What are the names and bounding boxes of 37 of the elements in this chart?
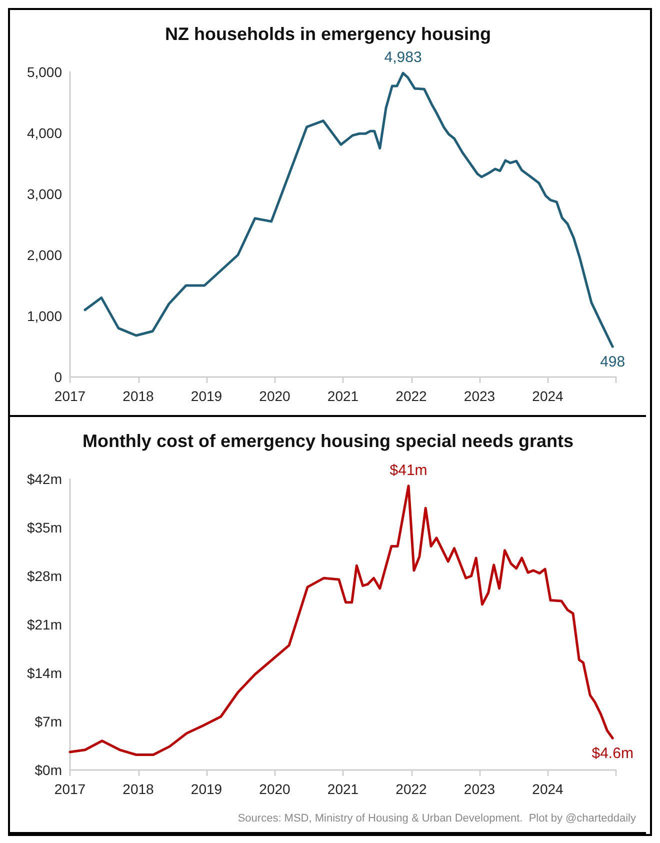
- x-tick-label: 2018: [122, 388, 154, 404]
- x-tick-label: 2022: [396, 781, 428, 797]
- y-tick-label: 4,000: [26, 125, 62, 141]
- x-tick-label: 2024: [532, 781, 564, 797]
- annotation: 498: [600, 354, 626, 371]
- y-tick-label: $28m: [26, 568, 62, 584]
- y-tick-label: $7m: [34, 714, 62, 730]
- y-tick-label: 5,000: [26, 64, 62, 80]
- x-tick-label: 2017: [54, 388, 86, 404]
- x-tick-label: 2017: [54, 781, 86, 797]
- annotation: $4.6m: [592, 745, 634, 762]
- source-note: Sources: MSD, Ministry of Housing & Urban Development. Plot by @charteddaily: [238, 812, 636, 824]
- x-tick-label: 2018: [122, 781, 154, 797]
- x-tick-label: 2019: [190, 388, 222, 404]
- y-tick-label: $35m: [26, 520, 62, 536]
- x-tick-label: 2023: [464, 388, 496, 404]
- y-tick-label: 0: [54, 369, 62, 385]
- x-tick-label: 2019: [190, 781, 222, 797]
- annotation: 4,983: [384, 49, 422, 66]
- y-tick-label: $0m: [34, 762, 62, 778]
- x-tick-label: 2020: [259, 388, 291, 404]
- line-series: [84, 72, 614, 348]
- y-tick-label: $42m: [26, 471, 62, 487]
- x-tick-label: 2022: [396, 388, 428, 404]
- x-tick-label: 2020: [259, 781, 291, 797]
- x-tick-label: 2023: [464, 781, 496, 797]
- x-tick-label: 2021: [327, 388, 359, 404]
- y-tick-label: 1,000: [26, 308, 62, 324]
- y-tick-label: 2,000: [26, 247, 62, 263]
- y-tick-label: $14m: [26, 665, 62, 681]
- y-tick-label: $21m: [26, 616, 62, 632]
- x-tick-label: 2024: [532, 388, 564, 404]
- chart-title: Monthly cost of emergency housing special needs grants: [82, 431, 574, 451]
- y-tick-label: 3,000: [26, 186, 62, 202]
- chart-title: NZ households in emergency housing: [164, 24, 492, 44]
- annotation: $41m: [390, 462, 428, 479]
- x-tick-label: 2021: [327, 781, 359, 797]
